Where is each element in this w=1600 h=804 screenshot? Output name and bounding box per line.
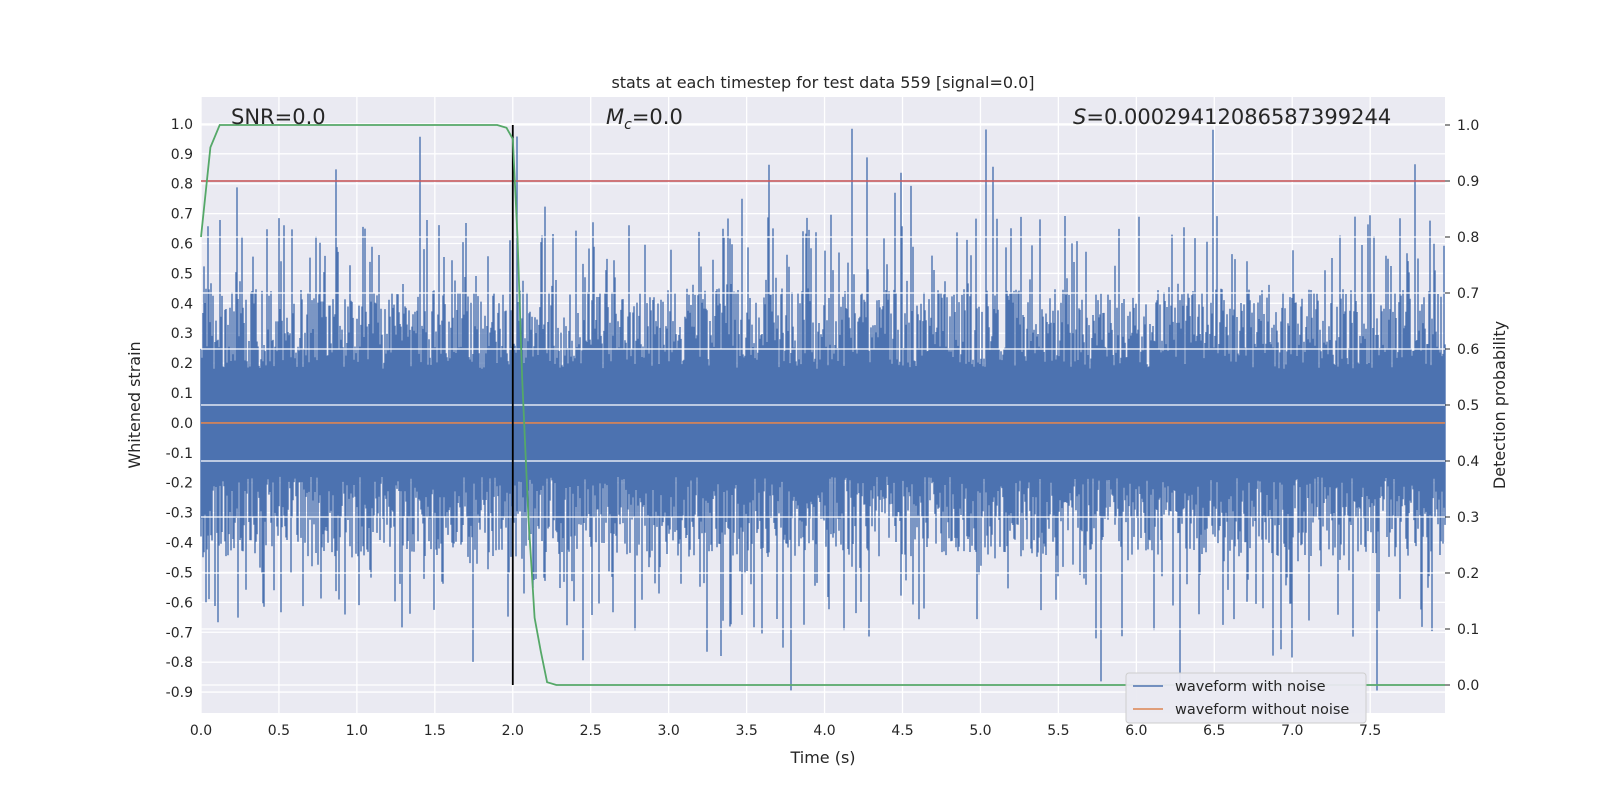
- y-tick-label: 0.2: [171, 356, 193, 372]
- chart-title: stats at each timestep for test data 559…: [611, 73, 1034, 92]
- legend-label-clean: waveform without noise: [1175, 702, 1349, 718]
- legend-box: [1125, 672, 1367, 724]
- y2-tick-label: 0.8: [1457, 230, 1479, 246]
- y-axis-label: Whitened strain: [125, 341, 144, 468]
- y-tick-label: 1.0: [171, 117, 193, 133]
- s-symbol: S: [1073, 105, 1086, 129]
- x-tick-label: 7.0: [1281, 723, 1303, 739]
- ticks-layer: 0.0 0.5 1.0 1.5 2.0 2.5 3.0 3.5 4.0 4.5 5.0 5.5 6.0 6…: [166, 117, 1480, 739]
- y-tick-label: -0.6: [166, 595, 193, 611]
- chirp-mass-symbol: M: [606, 105, 624, 129]
- y-tick-label: 0.1: [171, 386, 193, 402]
- y2-tick-label: 0.7: [1457, 286, 1479, 302]
- chirp-mass-annotation: Mc=0.0: [606, 105, 683, 133]
- x-tick-label: 3.5: [735, 723, 757, 739]
- noise-waveform-path: [200, 128, 1446, 691]
- x-tick-label: 1.0: [346, 723, 368, 739]
- legend-label-noisy: waveform with noise: [1175, 679, 1326, 695]
- y2-tick-label: 0.2: [1457, 566, 1479, 582]
- y2-tick-label: 0.4: [1457, 454, 1479, 470]
- y-tick-label: 0.0: [171, 416, 193, 432]
- y-tick-label: -0.1: [166, 446, 193, 462]
- y-tick-label: 0.4: [171, 296, 193, 312]
- x-tick-label: 4.5: [891, 723, 913, 739]
- y-tick-label: 0.7: [171, 207, 193, 223]
- y2-tick-label: 0.5: [1457, 398, 1479, 414]
- chirp-mass-subscript: c: [624, 117, 632, 133]
- x-tick-label: 6.5: [1203, 723, 1225, 739]
- y-tick-label: -0.9: [166, 685, 193, 701]
- y2-tick-label: 0.9: [1457, 174, 1479, 190]
- y-tick-label: 0.5: [171, 266, 193, 282]
- y-tick-label: -0.8: [166, 655, 193, 671]
- x-tick-label: 1.5: [424, 723, 446, 739]
- x-tick-label: 5.5: [1047, 723, 1069, 739]
- y-tick-label: 0.8: [171, 177, 193, 193]
- y2-tick-label: 0.3: [1457, 510, 1479, 526]
- x-tick-label: 3.0: [658, 723, 680, 739]
- y-tick-label: -0.5: [166, 565, 193, 581]
- x-tick-label: 6.0: [1125, 723, 1147, 739]
- x-tick-label: 4.0: [813, 723, 835, 739]
- s-value: =0.00029412086587399244: [1086, 105, 1391, 129]
- snr-annotation: SNR=0.0: [231, 105, 326, 129]
- y-tick-label: -0.7: [166, 625, 193, 641]
- y-tick-label: -0.4: [166, 536, 193, 552]
- detection-probability-line: [200, 124, 1445, 686]
- x-tick-label: 5.0: [969, 723, 991, 739]
- y-tick-label: -0.3: [166, 506, 193, 522]
- x-tick-label: 0.5: [268, 723, 290, 739]
- chirp-mass-value: =0.0: [632, 105, 683, 129]
- x-tick-label: 2.0: [502, 723, 524, 739]
- y2-axis-label: Detection probability: [1490, 321, 1509, 489]
- y2-tick-label: 1.0: [1457, 118, 1479, 134]
- s-annotation: S=0.00029412086587399244: [1073, 105, 1391, 129]
- y2-tick-label: 0.0: [1457, 678, 1479, 694]
- x-tick-label: 0.0: [190, 723, 212, 739]
- x-tick-label: 7.5: [1359, 723, 1381, 739]
- y-tick-label: 0.6: [171, 237, 193, 253]
- y-tick-label: 0.3: [171, 326, 193, 342]
- y-tick-label: -0.2: [166, 476, 193, 492]
- x-tick-label: 2.5: [580, 723, 602, 739]
- x-axis-label: Time (s): [789, 748, 855, 767]
- y2-tick-label: 0.1: [1457, 622, 1479, 638]
- y2-tick-label: 0.6: [1457, 342, 1479, 358]
- y-tick-label: 0.9: [171, 147, 193, 163]
- legend: waveform with noise waveform without noi…: [1125, 672, 1367, 724]
